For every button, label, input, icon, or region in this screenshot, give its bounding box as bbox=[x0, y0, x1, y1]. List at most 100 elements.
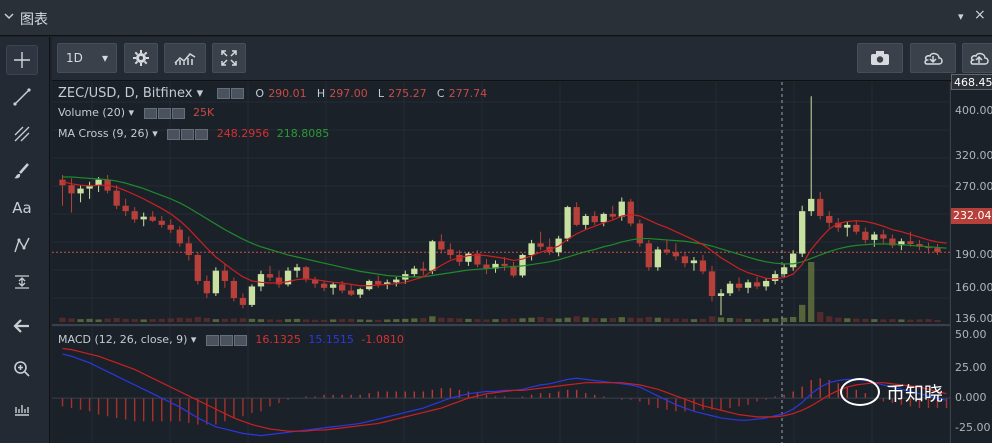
pattern-icon bbox=[14, 237, 30, 253]
ma-cross-label[interactable]: MA Cross (9, 26) bbox=[58, 127, 149, 140]
volume-bar bbox=[573, 316, 580, 322]
ma-slow-line bbox=[62, 176, 947, 278]
candle-body bbox=[311, 279, 319, 284]
interval-select[interactable]: 1D ▾ bbox=[57, 43, 117, 73]
eye-icon[interactable] bbox=[143, 107, 157, 119]
volume-label[interactable]: Volume (20) bbox=[58, 106, 125, 119]
brush-tool[interactable] bbox=[6, 156, 38, 186]
close-small-icon[interactable] bbox=[195, 128, 209, 140]
interval-label: 1D bbox=[66, 51, 83, 65]
close-small-icon[interactable] bbox=[233, 334, 247, 346]
ohlc-l-label: L bbox=[377, 87, 385, 100]
cloud-upload-button[interactable] bbox=[962, 43, 992, 73]
fib-tool[interactable] bbox=[6, 119, 38, 149]
candle-body bbox=[131, 211, 138, 220]
text-icon: Aa bbox=[12, 199, 32, 217]
symbol-caret[interactable]: ▾ bbox=[196, 86, 204, 101]
candle-body bbox=[799, 211, 806, 254]
snapshot-button[interactable] bbox=[857, 43, 903, 73]
chevron-down-icon[interactable]: ▾ bbox=[190, 333, 197, 346]
volume-bar bbox=[546, 318, 553, 322]
brush-icon bbox=[14, 163, 29, 179]
volume-bar bbox=[582, 317, 589, 322]
settings-small-icon[interactable] bbox=[181, 128, 195, 140]
wechat-icon bbox=[840, 378, 880, 406]
cloud-download-button[interactable] bbox=[910, 43, 956, 73]
crosshair-tool[interactable] bbox=[6, 45, 38, 75]
candle-body bbox=[348, 290, 355, 295]
chevron-down-icon[interactable]: ▾ bbox=[128, 106, 135, 119]
candle-body bbox=[636, 223, 643, 244]
symbol-title[interactable]: ZEC/USD, D, Bitfinex bbox=[58, 86, 193, 101]
volume-bar bbox=[925, 319, 932, 322]
candle-body bbox=[438, 241, 445, 250]
volume-bar bbox=[302, 319, 310, 322]
candle-body bbox=[68, 185, 75, 194]
volume-bar bbox=[167, 318, 174, 322]
volume-bar bbox=[871, 319, 878, 322]
candle-body bbox=[284, 270, 292, 285]
measure-tool[interactable] bbox=[6, 267, 38, 297]
volume-bar bbox=[799, 304, 806, 322]
candle-body bbox=[780, 267, 788, 275]
volume-bar bbox=[185, 318, 192, 322]
candle-body bbox=[519, 254, 526, 276]
close-panel-icon[interactable]: × bbox=[974, 7, 986, 23]
chevron-down-icon[interactable] bbox=[4, 11, 14, 21]
fullscreen-button[interactable] bbox=[212, 43, 246, 73]
volume-bar bbox=[762, 318, 770, 322]
candle-body bbox=[203, 280, 210, 294]
macd-label[interactable]: MACD (12, 26, close, 9) bbox=[58, 333, 188, 346]
candle-body bbox=[654, 249, 662, 268]
volume-bar bbox=[790, 317, 797, 322]
price-chart[interactable] bbox=[52, 82, 951, 443]
pattern-tool[interactable] bbox=[6, 230, 38, 260]
candle-body bbox=[916, 244, 923, 247]
price-axis[interactable]: 400.00 320.00 270.00 190.00 160.00 136.0… bbox=[950, 82, 992, 443]
axis-label: 160.00 bbox=[955, 281, 992, 294]
candle-body bbox=[212, 270, 220, 294]
chevron-down-icon: ▾ bbox=[101, 51, 108, 65]
settings-small-icon[interactable] bbox=[157, 107, 171, 119]
volume-bar bbox=[176, 317, 183, 322]
settings-small-icon[interactable] bbox=[219, 334, 233, 346]
eye-icon[interactable] bbox=[217, 88, 231, 99]
settings-small-icon[interactable] bbox=[231, 88, 245, 99]
trend-line-icon bbox=[13, 88, 31, 106]
volume-bar bbox=[510, 318, 517, 322]
chevron-down-icon[interactable]: ▾ bbox=[152, 127, 158, 140]
volume-bar bbox=[853, 318, 860, 322]
text-tool[interactable]: Aa bbox=[6, 193, 38, 223]
volume-bar bbox=[465, 318, 472, 322]
collapse-panel-icon[interactable]: ▾ bbox=[958, 10, 964, 23]
settings-button[interactable] bbox=[124, 43, 158, 73]
candle-body bbox=[618, 201, 625, 217]
axis-label: 320.00 bbox=[955, 149, 992, 162]
watermark: 币知晓 bbox=[840, 378, 943, 406]
panel-header: 图表 ▾ × bbox=[0, 0, 992, 36]
trend-line-tool[interactable] bbox=[6, 82, 38, 112]
volume-bar bbox=[113, 318, 120, 322]
close-small-icon[interactable] bbox=[171, 107, 185, 119]
lock-tool[interactable] bbox=[6, 393, 38, 423]
volume-bar bbox=[239, 318, 247, 322]
eye-icon[interactable] bbox=[167, 128, 181, 140]
zoom-tool[interactable] bbox=[6, 354, 38, 384]
candle-body bbox=[275, 277, 283, 285]
volume-bar bbox=[86, 318, 93, 322]
eye-icon[interactable] bbox=[205, 334, 219, 346]
chart-pane[interactable] bbox=[52, 82, 951, 443]
volume-bar bbox=[907, 319, 914, 322]
back-tool[interactable] bbox=[6, 311, 38, 341]
indicators-button[interactable] bbox=[164, 43, 206, 73]
candle-body bbox=[465, 253, 472, 262]
candle-body bbox=[609, 213, 616, 217]
volume-bar bbox=[59, 317, 66, 322]
candle-body bbox=[835, 222, 842, 228]
candle-body bbox=[140, 216, 147, 220]
volume-bar bbox=[591, 318, 598, 322]
candle-body bbox=[483, 264, 490, 269]
ma-cross-legend: MA Cross (9, 26) ▾ 248.2956 218.8085 bbox=[58, 127, 329, 140]
ohlc-h-label: H bbox=[316, 87, 326, 100]
volume-bar bbox=[221, 318, 229, 322]
